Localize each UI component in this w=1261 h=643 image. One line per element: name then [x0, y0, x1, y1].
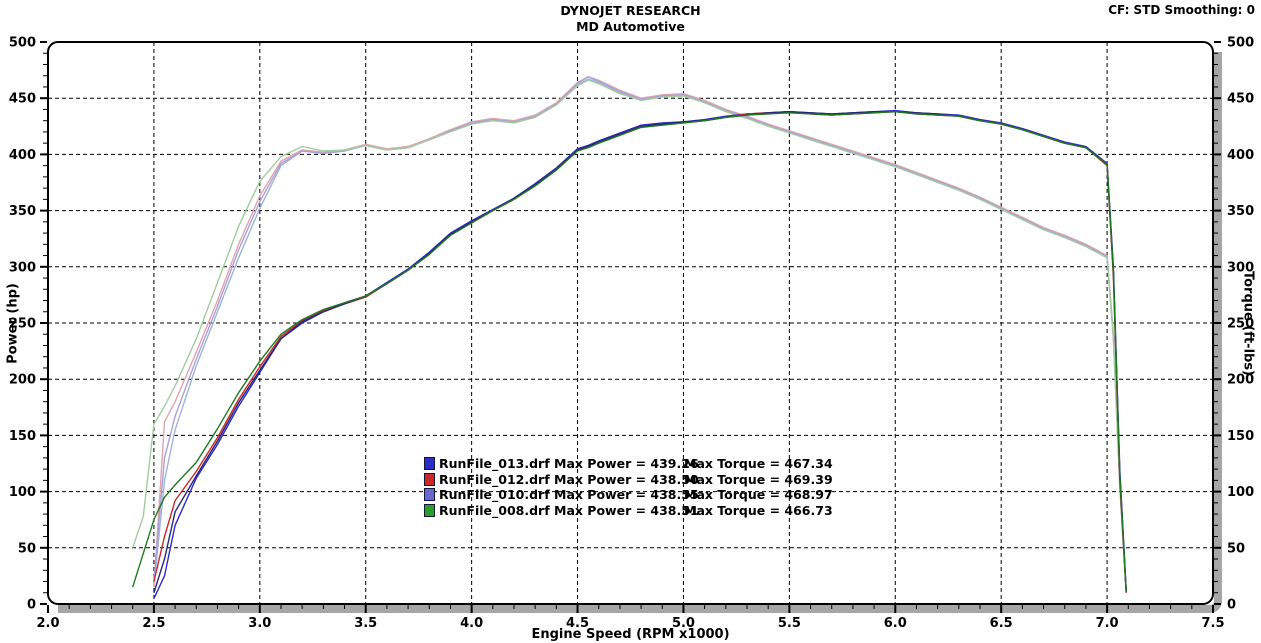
axis-ticks	[40, 41, 1221, 613]
y-left-tick-label: 100	[9, 485, 36, 500]
y-left-tick-label: 350	[9, 204, 36, 219]
tick-labels: 2.0 2.5 3.0 3.5 4.0 4.5 5.0 5.5 6.0 6.5 7.0 7.50 050…	[9, 36, 1254, 632]
page-title: DYNOJET RESEARCH	[560, 3, 701, 18]
legend-row: RunFile_013.drf Max Power = 439.26 Max To…	[424, 456, 833, 472]
legend-power-text: RunFile_013.drf Max Power = 439.26	[439, 456, 699, 472]
y-left-tick-label: 500	[9, 36, 36, 51]
power-curve	[153, 109, 1127, 599]
legend-torque-text: Max Torque = 469.39	[684, 471, 833, 487]
y-right-tick-label: 350	[1227, 204, 1254, 219]
plot-shadow	[58, 52, 1222, 613]
legend-power-text: RunFile_008.drf Max Power = 438.51	[439, 502, 699, 518]
x-tick-label: 5.0	[672, 616, 695, 631]
x-tick-label: 2.0	[36, 616, 59, 631]
y-left-tick-label: 450	[9, 92, 36, 107]
legend-row: RunFile_010.drf Max Power = 438.55 Max To…	[424, 487, 833, 503]
torque-curve	[132, 79, 1127, 593]
legend-color-swatch	[424, 488, 435, 502]
plot-border	[47, 41, 1214, 605]
legend-power-text: RunFile_010.drf Max Power = 438.55	[439, 487, 699, 503]
x-tick-label: 7.5	[1201, 616, 1224, 631]
y-left-tick-label: 400	[9, 148, 36, 163]
legend-torque-text: Max Torque = 468.97	[684, 487, 833, 503]
y-right-tick-label: 300	[1227, 260, 1254, 275]
y-right-tick-label: 150	[1227, 429, 1254, 444]
y-left-tick-label: 300	[9, 260, 36, 275]
power-curve	[132, 111, 1127, 592]
legend-color-swatch	[424, 503, 435, 517]
x-tick-label: 4.5	[566, 616, 589, 631]
legend-power-text: RunFile_012.drf Max Power = 438.50	[439, 471, 699, 487]
y-right-tick-label: 500	[1227, 36, 1254, 51]
y-left-tick-label: 250	[9, 317, 36, 332]
legend-color-swatch	[424, 457, 435, 471]
y-right-tick-label: 50	[1227, 541, 1245, 556]
x-tick-label: 6.5	[990, 616, 1013, 631]
y-right-tick-label: 100	[1227, 485, 1254, 500]
legend-row: RunFile_008.drf Max Power = 438.51 Max To…	[424, 503, 833, 519]
y-right-tick-label: 450	[1227, 92, 1254, 107]
y-right-axis-title: Torque (ft-lbs)	[1240, 270, 1256, 377]
y-left-axis-title: Power (hp)	[5, 283, 21, 364]
legend-color-swatch	[424, 472, 435, 486]
y-left-tick-label: 150	[9, 429, 36, 444]
power-curve	[153, 111, 1127, 593]
power-curve	[153, 111, 1127, 594]
x-tick-label: 2.5	[142, 616, 165, 631]
torque-curve	[153, 76, 1127, 593]
y-right-tick-label: 250	[1227, 317, 1254, 332]
y-right-tick-label: 400	[1227, 148, 1254, 163]
torque-curve	[153, 76, 1127, 592]
y-right-tick-label: 0	[1227, 598, 1236, 613]
y-right-tick-label: 200	[1227, 373, 1254, 388]
legend-row: RunFile_012.drf Max Power = 438.50 Max To…	[424, 472, 833, 488]
correction-smoothing-label: CF: STD Smoothing: 0	[1108, 3, 1255, 17]
x-axis-title: Engine Speed (RPM x1000)	[531, 627, 730, 642]
y-left-tick-label: 0	[27, 598, 36, 613]
grid	[48, 42, 1213, 604]
legend-torque-text: Max Torque = 466.73	[684, 502, 833, 518]
legend-torque-text: Max Torque = 467.34	[684, 456, 833, 472]
x-tick-label: 3.0	[248, 616, 271, 631]
x-tick-label: 7.0	[1096, 616, 1119, 631]
y-left-tick-label: 50	[18, 541, 36, 556]
x-tick-label: 5.5	[778, 616, 801, 631]
x-tick-label: 3.5	[354, 616, 377, 631]
page-subtitle: MD Automotive	[576, 19, 685, 34]
x-tick-label: 4.0	[460, 616, 483, 631]
x-tick-label: 6.0	[884, 616, 907, 631]
y-left-tick-label: 200	[9, 373, 36, 388]
legend: RunFile_013.drf Max Power = 439.26 Max To…	[424, 456, 833, 518]
